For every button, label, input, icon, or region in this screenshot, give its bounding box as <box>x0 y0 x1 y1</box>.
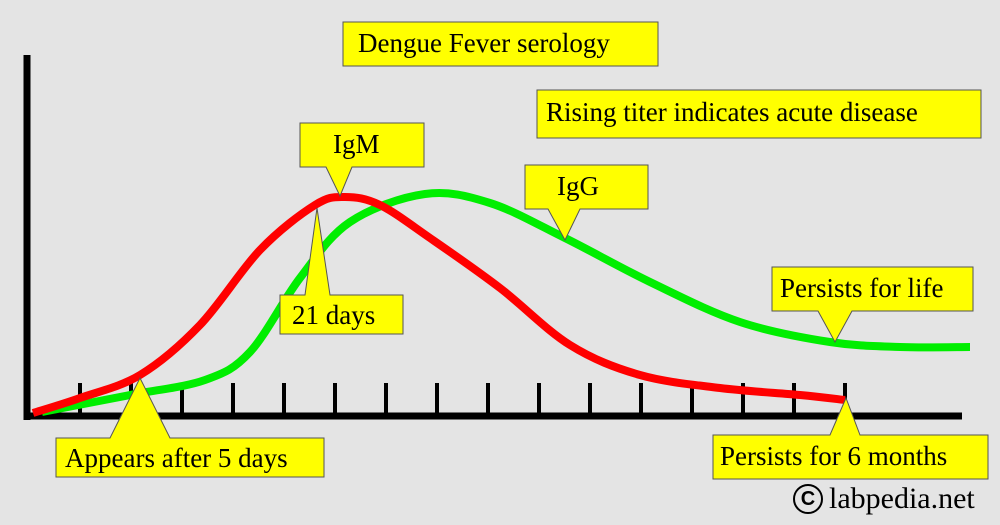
title-box <box>342 21 659 67</box>
copyright-text: labpedia.net <box>829 482 975 515</box>
title-label: Dengue Fever serology <box>358 28 610 58</box>
peak-label: 21 days <box>292 300 376 330</box>
igg-label: IgG <box>557 171 599 201</box>
igg-callout <box>524 164 649 242</box>
callout-boxes-top <box>55 122 989 480</box>
igm-curve <box>31 192 846 417</box>
igg-curve <box>41 189 971 416</box>
copyright: C labpedia.net <box>793 482 975 516</box>
peak-callout <box>279 207 404 335</box>
appears-callout <box>55 376 325 478</box>
persists-months-label: Persists for 6 months <box>720 441 948 471</box>
note-label: Rising titer indicates acute disease <box>546 97 918 127</box>
igm-label: IgM <box>333 129 380 159</box>
persists-life-label: Persists for life <box>780 273 944 303</box>
persists-months-callout <box>712 396 989 480</box>
persists-life-callout <box>771 266 974 344</box>
note-box <box>536 89 982 139</box>
copyright-icon: C <box>793 484 823 514</box>
appears-label: Appears after 5 days <box>65 443 288 473</box>
igm-callout <box>299 122 425 198</box>
callout-boxes <box>342 21 982 139</box>
